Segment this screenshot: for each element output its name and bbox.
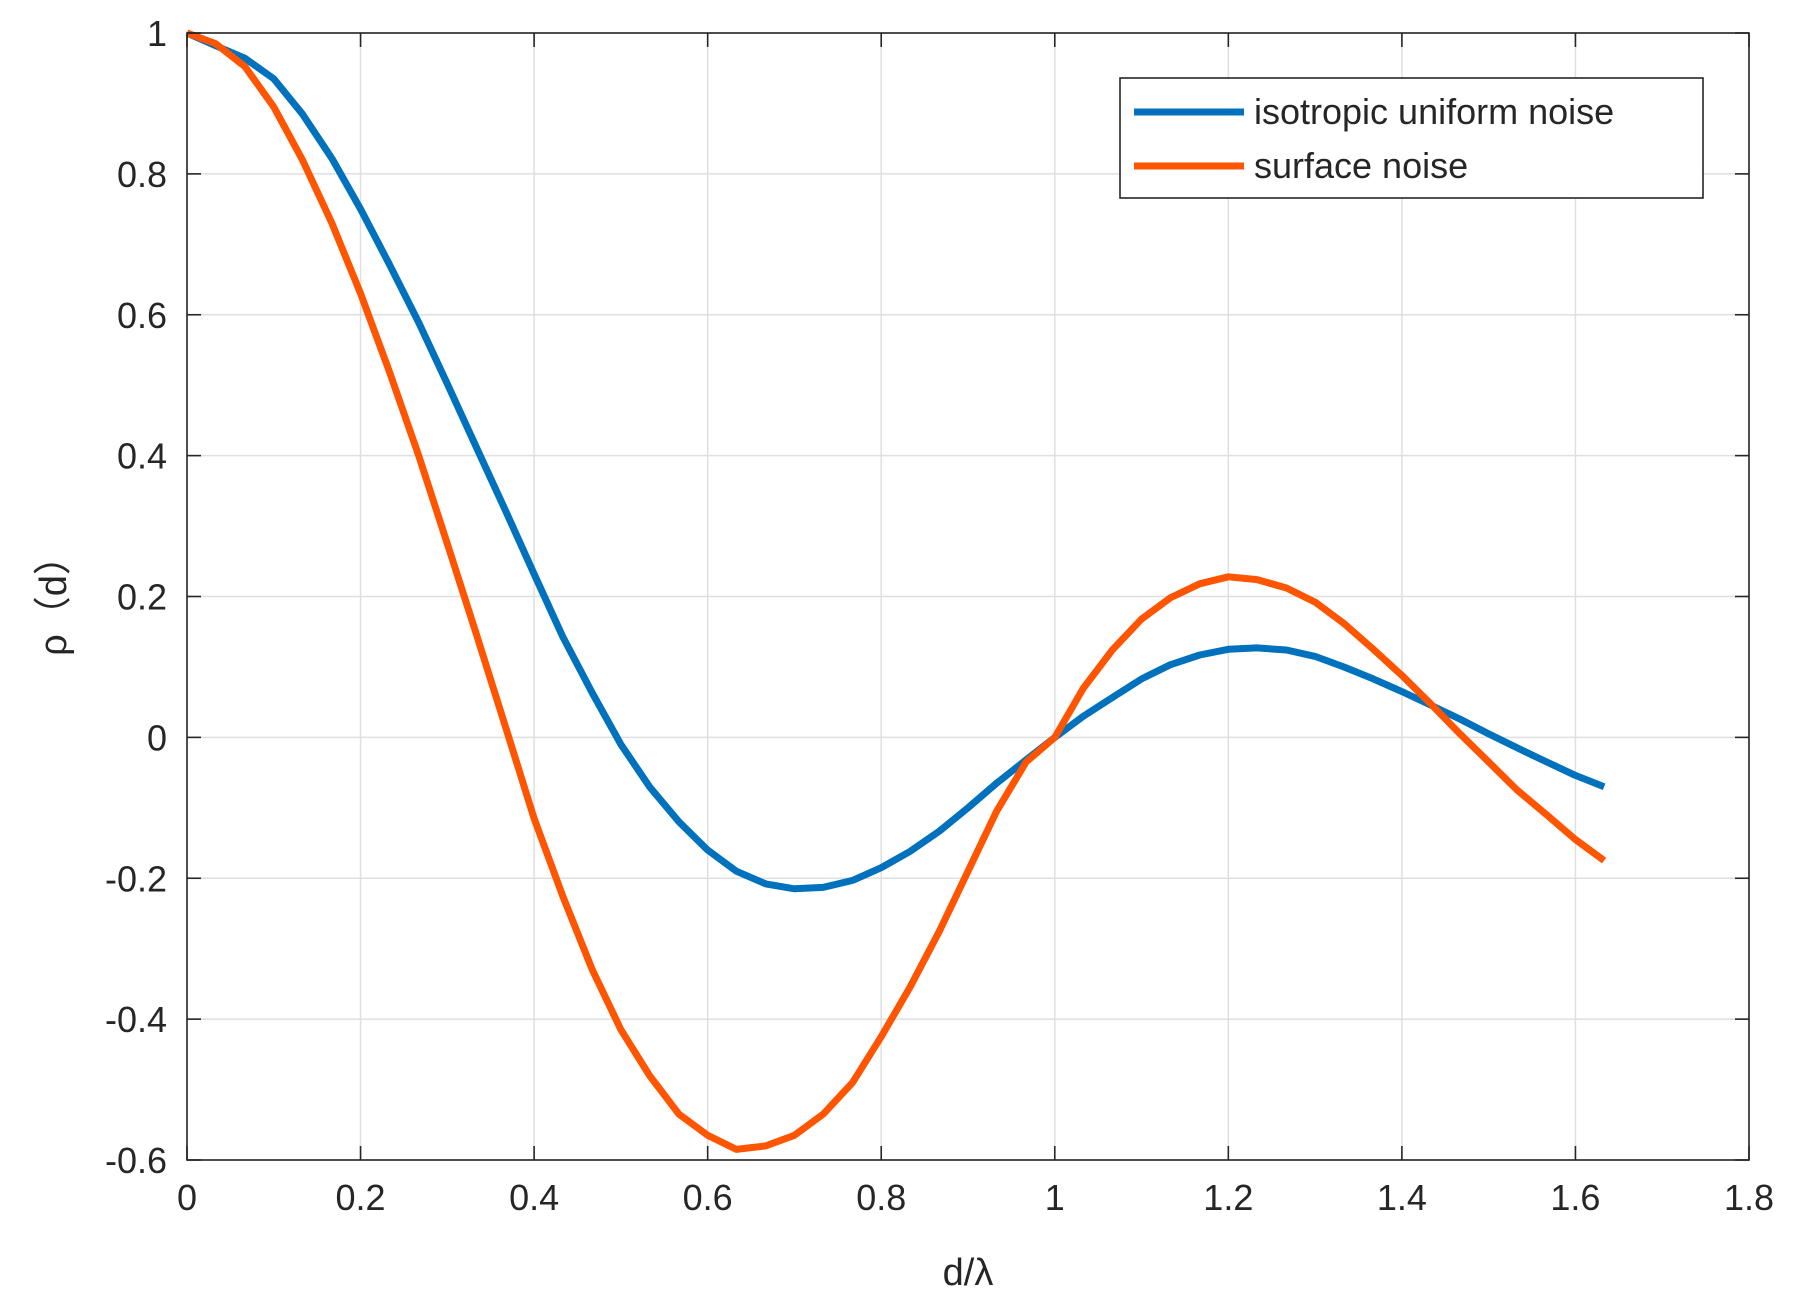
legend-box bbox=[1119, 77, 1704, 199]
x-tick-label: 1.6 bbox=[1550, 1177, 1600, 1218]
legend-label-1: surface noise bbox=[1254, 145, 1468, 186]
legend-label-0: isotropic uniform noise bbox=[1254, 91, 1614, 132]
y-tick-label: 0.4 bbox=[117, 436, 167, 477]
x-tick-label: 1.2 bbox=[1203, 1177, 1253, 1218]
y-tick-label: -0.4 bbox=[105, 999, 167, 1040]
x-tick-label: 1.8 bbox=[1724, 1177, 1774, 1218]
ticks bbox=[186, 32, 1750, 1161]
tick-labels: 0 0.2 0.4 0.6 0.8 1 1.2 1.4 1.6 1.8 -0.6 -0.4 -0.2 0 0… bbox=[105, 13, 1774, 1218]
x-tick-label: 1.4 bbox=[1377, 1177, 1427, 1218]
x-tick-label: 0 bbox=[177, 1177, 197, 1218]
series-line-1 bbox=[185, 29, 1607, 1153]
legend: isotropic uniform noise surface noise bbox=[1119, 77, 1704, 199]
x-tick-label: 0.6 bbox=[683, 1177, 733, 1218]
x-tick-label: 0.8 bbox=[856, 1177, 906, 1218]
y-axis-label: ρ（d） bbox=[33, 537, 75, 656]
x-tick-label: 1 bbox=[1045, 1177, 1065, 1218]
y-tick-label: 0 bbox=[147, 717, 167, 758]
y-tick-label: 0.8 bbox=[117, 154, 167, 195]
y-tick-label: 0.2 bbox=[117, 577, 167, 618]
y-tick-label: 0.6 bbox=[117, 295, 167, 336]
series-line-0 bbox=[185, 29, 1606, 893]
x-axis-label: d/λ bbox=[943, 1252, 994, 1294]
y-tick-label: -0.2 bbox=[105, 858, 167, 899]
y-tick-label: -0.6 bbox=[105, 1140, 167, 1181]
y-tick-label: 1 bbox=[147, 13, 167, 54]
x-tick-label: 0.2 bbox=[336, 1177, 386, 1218]
series-lines bbox=[185, 29, 1607, 1153]
x-tick-label: 0.4 bbox=[509, 1177, 559, 1218]
